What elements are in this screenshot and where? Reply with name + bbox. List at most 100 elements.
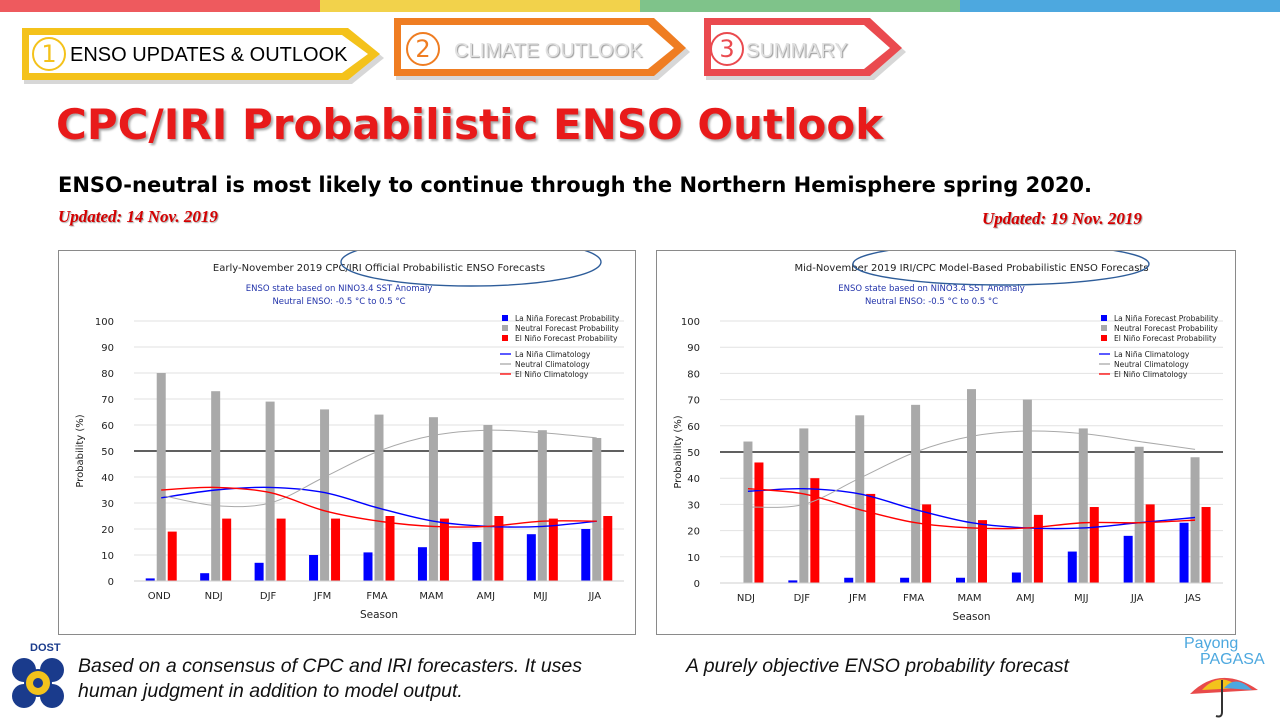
bar-la-nina bbox=[788, 580, 798, 583]
x-tick-label: JFM bbox=[848, 593, 866, 604]
bar-la-nina bbox=[1123, 535, 1133, 583]
pagasa-logo-text-1: Payong bbox=[1184, 635, 1238, 652]
bar-neutral bbox=[483, 425, 493, 581]
y-tick-label: 50 bbox=[101, 447, 114, 458]
legend-entry: Neutral Climatology bbox=[515, 360, 590, 369]
bar-la-nina bbox=[1067, 551, 1077, 583]
x-tick-label: NDJ bbox=[737, 593, 755, 604]
bar-el-nino bbox=[810, 478, 820, 583]
bar-la-nina bbox=[417, 547, 427, 581]
x-tick-label: AMJ bbox=[1016, 593, 1034, 604]
headline: ENSO-neutral is most likely to continue … bbox=[58, 173, 1093, 197]
bar-el-nino bbox=[494, 516, 504, 581]
bar-el-nino bbox=[1201, 507, 1211, 583]
y-tick-label: 80 bbox=[687, 369, 700, 380]
legend-swatch bbox=[502, 315, 508, 321]
bar-neutral bbox=[592, 438, 602, 581]
bar-la-nina bbox=[145, 578, 155, 581]
x-tick-label: NDJ bbox=[205, 591, 223, 602]
y-tick-label: 10 bbox=[101, 551, 114, 562]
bar-la-nina bbox=[1179, 522, 1189, 583]
bar-la-nina bbox=[1011, 572, 1021, 583]
legend-swatch bbox=[1101, 315, 1107, 321]
y-tick-label: 50 bbox=[687, 448, 700, 459]
x-tick-label: OND bbox=[148, 591, 171, 602]
step-number-1: 1 bbox=[32, 37, 66, 71]
nav-step-2[interactable]: 2 CLIMATE OUTLOOK bbox=[394, 18, 694, 84]
chart-title: Mid-November 2019 IRI/CPC Model-Based Pr… bbox=[794, 263, 1148, 274]
chart-subtitle-2: Neutral ENSO: -0.5 °C to 0.5 °C bbox=[865, 297, 998, 307]
bar-la-nina bbox=[200, 573, 210, 581]
x-tick-label: JJA bbox=[587, 591, 601, 602]
step-arrow-shape bbox=[394, 18, 690, 80]
bar-el-nino bbox=[548, 518, 558, 581]
legend-entry: La Niña Forecast Probability bbox=[1114, 314, 1219, 323]
bar-neutral bbox=[265, 401, 275, 581]
x-tick-label: MJJ bbox=[533, 591, 548, 602]
x-tick-label: FMA bbox=[366, 591, 387, 602]
bar-neutral bbox=[537, 430, 547, 581]
bar-neutral bbox=[911, 404, 921, 583]
legend-entry: La Niña Forecast Probability bbox=[515, 314, 620, 323]
x-tick-label: MAM bbox=[419, 591, 443, 602]
top-color-strip bbox=[0, 0, 1280, 12]
y-axis-label: Probability (%) bbox=[673, 415, 684, 488]
x-tick-label: MJJ bbox=[1074, 593, 1089, 604]
y-tick-label: 40 bbox=[101, 473, 114, 484]
bar-el-nino bbox=[922, 504, 932, 583]
nav-step-3[interactable]: 3 SUMMARY bbox=[704, 18, 910, 84]
nav-step-1[interactable]: 1 ENSO UPDATES & OUTLOOK bbox=[22, 18, 386, 84]
climatology-line-el-nino bbox=[161, 486, 597, 528]
x-tick-label: DJF bbox=[260, 591, 277, 602]
caption-left: Based on a consensus of CPC and IRI fore… bbox=[78, 655, 583, 702]
bar-el-nino bbox=[866, 493, 876, 583]
strip-blue bbox=[960, 0, 1280, 12]
x-tick-label: JFM bbox=[313, 591, 331, 602]
x-tick-label: AMJ bbox=[477, 591, 495, 602]
legend-swatch bbox=[502, 325, 508, 331]
bar-neutral bbox=[1078, 428, 1088, 583]
pagasa-logo-text-2: PAGASA bbox=[1200, 651, 1265, 668]
y-tick-label: 60 bbox=[687, 422, 700, 433]
bar-la-nina bbox=[900, 577, 910, 583]
legend-entry: La Niña Climatology bbox=[515, 350, 591, 359]
chart-subtitle-1: ENSO state based on NINO3.4 SST Anomaly bbox=[246, 284, 433, 294]
strip-yellow bbox=[320, 0, 640, 12]
y-tick-label: 100 bbox=[95, 317, 114, 328]
chart-subtitle-1: ENSO state based on NINO3.4 SST Anomaly bbox=[838, 284, 1025, 294]
bar-la-nina bbox=[254, 562, 264, 581]
strip-green bbox=[640, 0, 960, 12]
step-label-3: SUMMARY bbox=[746, 40, 848, 62]
bar-el-nino bbox=[222, 518, 232, 581]
bar-neutral bbox=[320, 409, 330, 581]
y-axis-label: Probability (%) bbox=[75, 414, 86, 487]
x-axis-label: Season bbox=[360, 609, 398, 621]
y-tick-label: 30 bbox=[687, 500, 700, 511]
legend-swatch bbox=[1101, 325, 1107, 331]
updated-left: Updated: 14 Nov. 2019 bbox=[58, 207, 218, 226]
y-tick-label: 30 bbox=[101, 499, 114, 510]
bar-el-nino bbox=[754, 462, 764, 583]
legend-entry: Neutral Climatology bbox=[1114, 360, 1189, 369]
bar-el-nino bbox=[1033, 514, 1043, 583]
y-tick-label: 70 bbox=[101, 395, 114, 406]
bar-neutral bbox=[799, 428, 809, 583]
bar-el-nino bbox=[331, 518, 341, 581]
bar-el-nino bbox=[603, 516, 613, 581]
x-tick-label: FMA bbox=[903, 593, 924, 604]
climatology-line-neutral bbox=[161, 429, 597, 508]
bar-la-nina bbox=[581, 529, 591, 581]
x-tick-label: DJF bbox=[794, 593, 811, 604]
legend-entry: Neutral Forecast Probability bbox=[1114, 324, 1218, 333]
page-title: CPC/IRI Probabilistic ENSO Outlook bbox=[56, 100, 884, 149]
y-tick-label: 40 bbox=[687, 474, 700, 485]
strip-red bbox=[0, 0, 320, 12]
x-axis-label: Season bbox=[952, 611, 990, 623]
legend-entry: El Niño Forecast Probability bbox=[515, 334, 618, 343]
chart-official-forecast: Early-November 2019 CPC/IRI Official Pro… bbox=[58, 250, 636, 635]
bar-neutral bbox=[855, 415, 865, 583]
step-arrow-shape bbox=[22, 28, 384, 84]
climatology-line-el-nino bbox=[747, 487, 1196, 530]
dost-logo: DOST bbox=[10, 640, 76, 721]
updated-right: Updated: 19 Nov. 2019 bbox=[982, 209, 1142, 228]
